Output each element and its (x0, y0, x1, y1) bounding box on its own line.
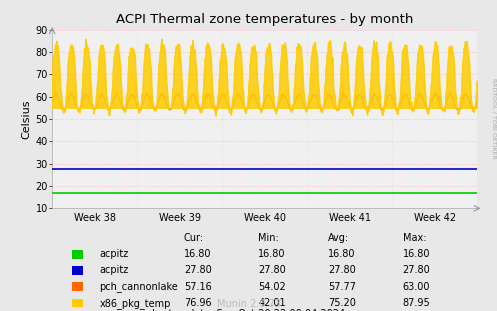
Text: RRDTOOL / TOBI OETIKER: RRDTOOL / TOBI OETIKER (491, 78, 496, 159)
Text: x86_pkg_temp: x86_pkg_temp (99, 298, 171, 309)
Y-axis label: Celsius: Celsius (21, 99, 31, 139)
Text: acpitz: acpitz (99, 249, 129, 259)
Text: 76.96: 76.96 (184, 298, 212, 308)
Text: 87.95: 87.95 (403, 298, 430, 308)
Text: Munin 2.0.73: Munin 2.0.73 (217, 299, 280, 309)
Text: Max:: Max: (403, 233, 426, 243)
Text: pch_cannonlake: pch_cannonlake (99, 281, 178, 292)
Text: 57.16: 57.16 (184, 281, 212, 291)
Text: Last update: Sun Oct 20 22:00:04 2024: Last update: Sun Oct 20 22:00:04 2024 (152, 309, 345, 311)
Text: 16.80: 16.80 (328, 249, 355, 259)
Text: 27.80: 27.80 (328, 265, 356, 275)
Title: ACPI Thermal zone temperatures - by month: ACPI Thermal zone temperatures - by mont… (116, 13, 414, 26)
Text: 16.80: 16.80 (403, 249, 430, 259)
Text: acpitz: acpitz (99, 265, 129, 275)
Text: 27.80: 27.80 (258, 265, 286, 275)
Text: 16.80: 16.80 (258, 249, 286, 259)
Text: Cur:: Cur: (184, 233, 204, 243)
Text: 54.02: 54.02 (258, 281, 286, 291)
Text: 27.80: 27.80 (184, 265, 212, 275)
Text: Min:: Min: (258, 233, 279, 243)
Text: 75.20: 75.20 (328, 298, 356, 308)
Text: 57.77: 57.77 (328, 281, 356, 291)
Text: Avg:: Avg: (328, 233, 349, 243)
Text: 16.80: 16.80 (184, 249, 211, 259)
Text: 27.80: 27.80 (403, 265, 430, 275)
Text: 42.01: 42.01 (258, 298, 286, 308)
Text: 63.00: 63.00 (403, 281, 430, 291)
